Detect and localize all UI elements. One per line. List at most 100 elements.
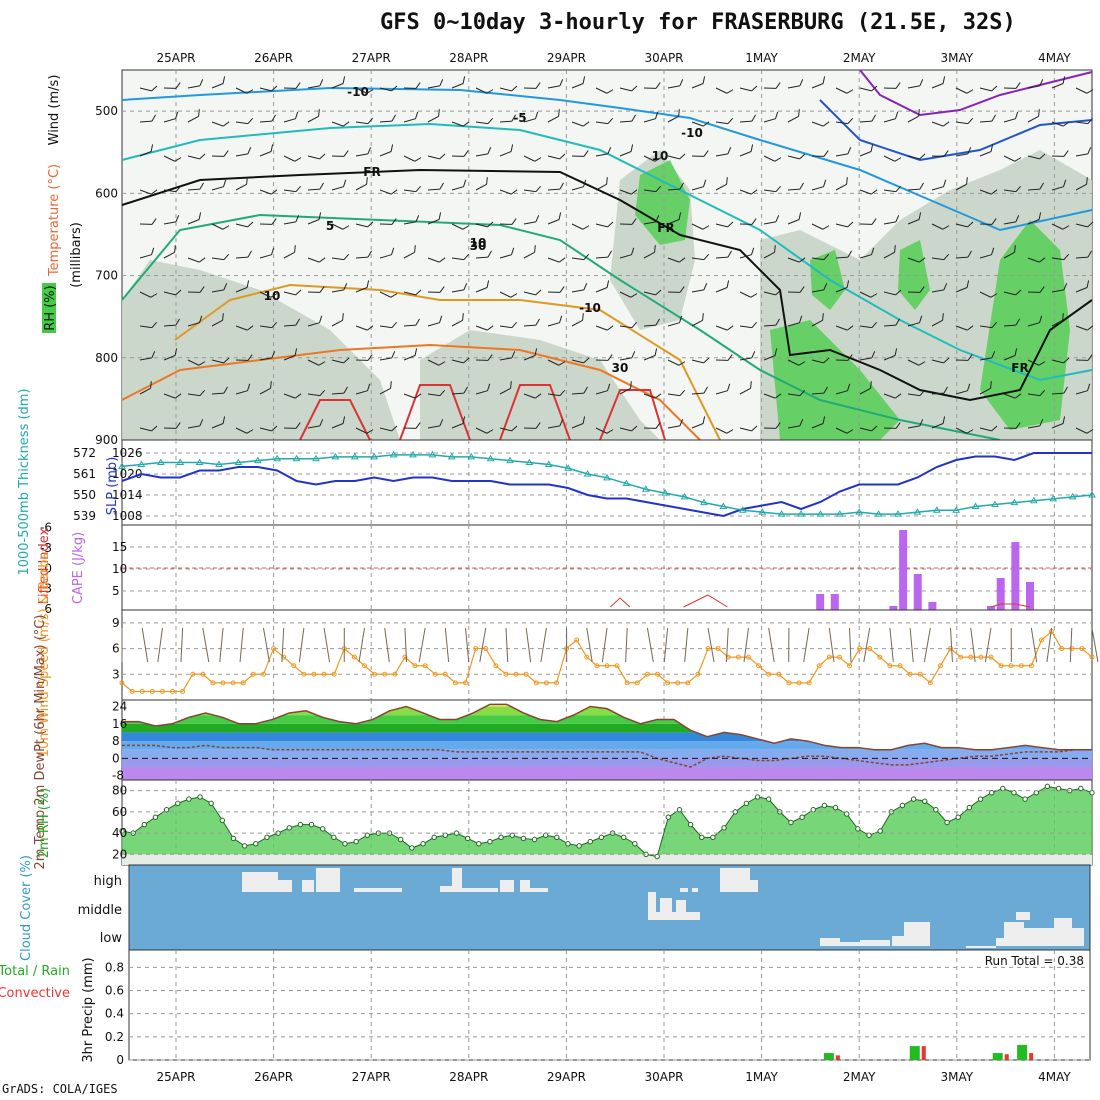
wind-barb xyxy=(907,389,926,397)
wind-barb-flag xyxy=(679,153,686,160)
wind-speed-point xyxy=(513,671,519,677)
wind-barb-flag xyxy=(487,354,493,361)
thickness-marker xyxy=(874,510,883,517)
surface-wind-barb xyxy=(970,627,976,663)
wind-barb-shaft xyxy=(427,188,441,191)
rh-high-region xyxy=(810,250,845,310)
cape-tick-label: 10 xyxy=(112,562,127,576)
wind-barb-flag xyxy=(174,157,182,162)
wind-barb xyxy=(139,425,158,432)
wind-barb xyxy=(379,381,392,395)
wind-barb-shaft xyxy=(1027,359,1040,366)
temp-tick-label: 24 xyxy=(112,699,127,713)
wind-speed-point xyxy=(877,654,883,660)
wind-barb-flag xyxy=(558,212,562,220)
wind-barb-shaft xyxy=(355,427,368,434)
wind-barb-flag xyxy=(174,393,182,399)
wind-barb-flag xyxy=(367,221,374,228)
wind-barb-flag xyxy=(654,393,662,399)
wind-barb xyxy=(235,117,254,125)
surface-wind-barb xyxy=(323,627,331,663)
wind-barb xyxy=(451,76,466,89)
surface-wind-barb xyxy=(418,627,426,663)
wind-barb-flag xyxy=(799,419,804,427)
wind-barb xyxy=(523,348,538,361)
wind-barb xyxy=(715,354,733,361)
wind-barb-shaft xyxy=(571,359,584,364)
wind-barb-shaft xyxy=(883,393,896,399)
wind-barb-shaft xyxy=(739,357,752,361)
temp-tick-label: 16 xyxy=(112,717,127,731)
wind-barb xyxy=(1051,179,1067,191)
thickness-marker xyxy=(622,479,631,487)
wind-barb-shaft xyxy=(571,319,583,327)
rh-point xyxy=(509,832,515,838)
li-line xyxy=(990,603,1031,608)
cloud-block xyxy=(354,888,402,892)
wind-barb xyxy=(307,79,324,89)
wind-barb-flag xyxy=(415,215,420,223)
credit-label: GrADS: COLA/IGES xyxy=(2,1082,118,1096)
wind-barb-flag xyxy=(775,215,780,223)
wind-barb-shaft xyxy=(187,257,200,263)
wind-barb-flag xyxy=(823,179,827,187)
wind-barb-shaft xyxy=(331,257,344,261)
wind-barb-flag xyxy=(343,253,350,261)
wind-barb-shaft xyxy=(259,151,272,157)
run-total-label: Run Total = 0.38 xyxy=(985,954,1084,968)
rh-point xyxy=(799,814,805,820)
wind-barb-flag xyxy=(247,147,252,155)
wind-barb-flag xyxy=(487,147,492,155)
wind-barb-shaft xyxy=(307,219,320,225)
wind-barb xyxy=(835,354,853,361)
rh-axis-label: 2m RH (%) xyxy=(37,788,52,859)
surface-wind-barb xyxy=(525,627,532,663)
wind-barb-flag xyxy=(823,357,830,364)
surface-wind-barb xyxy=(950,627,953,663)
wind-barb-shaft xyxy=(571,186,584,191)
precip-tick-label: 0.6 xyxy=(105,984,124,998)
wind-barb-flag xyxy=(775,185,782,193)
temperature-band xyxy=(122,723,1092,733)
wind-barb-shaft xyxy=(571,392,585,395)
precip-tick-label: 0.2 xyxy=(105,1030,124,1044)
wind-barb-flag xyxy=(607,147,612,155)
wind-barb-flag xyxy=(462,225,470,230)
wind-barb xyxy=(403,422,421,429)
wind-barb-shaft xyxy=(835,325,848,331)
surface-wind-barb xyxy=(384,627,390,663)
li-tick-label: -3 xyxy=(40,541,52,555)
wind-barb xyxy=(331,150,349,157)
temperature-bands xyxy=(122,704,1092,780)
wind-barb-shaft xyxy=(283,189,296,193)
wind-barb xyxy=(571,150,589,157)
wind-barb xyxy=(259,114,276,123)
wind-barb xyxy=(355,87,374,94)
wind-barb-shaft xyxy=(451,319,463,327)
temp-tick-label: 8 xyxy=(112,734,120,748)
wind-barb xyxy=(979,291,998,298)
wind-speed-point xyxy=(897,663,903,669)
wind-speed-point xyxy=(796,680,802,686)
wind-barb-shaft xyxy=(955,390,968,395)
wind-barb xyxy=(355,280,370,293)
wind-barb-shaft xyxy=(355,121,368,125)
wind-barb-flag xyxy=(438,361,446,366)
wind-barb-shaft xyxy=(211,289,224,293)
rh-point xyxy=(342,841,348,847)
wind-barb xyxy=(139,381,152,395)
wind-barb-flag xyxy=(871,85,878,92)
cloud-block xyxy=(892,936,904,946)
wind-barb-flag xyxy=(895,318,900,326)
wind-barb xyxy=(859,144,874,157)
wind-barb-shaft xyxy=(595,287,608,293)
wind-barb-shaft xyxy=(931,392,945,395)
wind-barb-flag xyxy=(606,325,614,331)
wind-barb-flag xyxy=(966,429,974,434)
wind-barb xyxy=(619,321,638,329)
wind-barb-shaft xyxy=(619,120,633,123)
wind-barb-flag xyxy=(775,318,780,326)
wind-barb-shaft xyxy=(811,257,824,261)
wind-barb-flag xyxy=(1039,153,1046,160)
wind-barb-flag xyxy=(486,325,494,331)
